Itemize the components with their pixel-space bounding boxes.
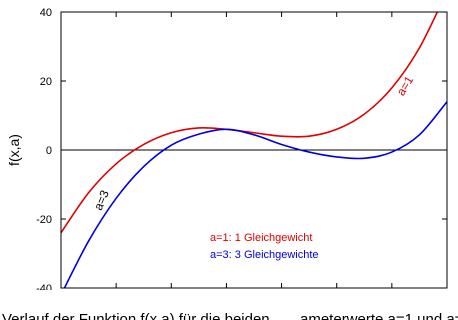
caption-right: ameterwerte a=1 und a=3 — [300, 311, 458, 320]
legend-entry: a=1: 1 Gleichgewicht — [210, 232, 312, 244]
y-axis-label: f(x,a) — [6, 134, 22, 166]
plot-frame — [60, 11, 448, 289]
series-line-a1 — [61, 12, 439, 234]
caption-left: Verlauf der Funktion f(x,a) für die beid… — [2, 311, 270, 320]
y-tick-label: 0 — [46, 145, 52, 157]
y-tick-label: 20 — [40, 76, 52, 88]
y-tick-label: -20 — [36, 214, 52, 226]
function-plot: -3-2-101234-40-2002040xf(x,a)a=1a=3a=1: … — [6, 7, 448, 290]
curve-label: a=1 — [394, 73, 417, 98]
caption-strip: Verlauf der Funktion f(x,a) für die beid… — [0, 305, 458, 320]
series-line-a3 — [63, 101, 447, 288]
y-tick-label: 40 — [40, 7, 52, 19]
legend-entry: a=3: 3 Gleichgewichte — [210, 249, 319, 261]
y-tick-label: -40 — [36, 283, 52, 290]
